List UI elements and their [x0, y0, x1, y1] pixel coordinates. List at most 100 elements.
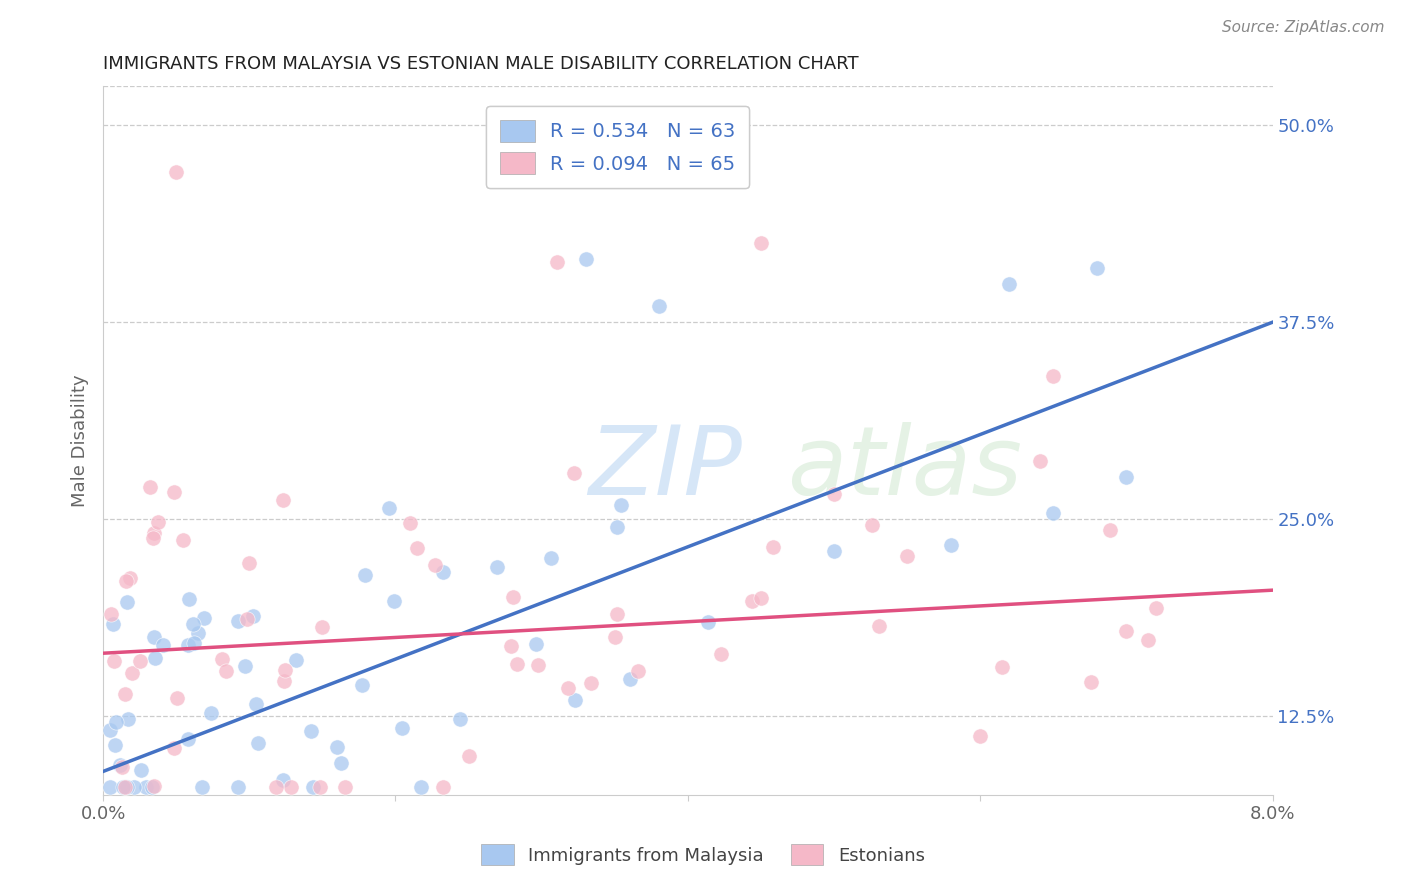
Point: [326, 740, 349, 755]
Point: [245, 697, 267, 711]
Point: [247, 736, 270, 750]
Point: [610, 498, 633, 512]
Point: [200, 706, 222, 720]
Point: [143, 651, 166, 665]
Point: [574, 252, 596, 267]
Point: [409, 780, 432, 794]
Point: [603, 630, 626, 644]
Point: [749, 591, 772, 606]
Point: [501, 639, 523, 653]
Point: [696, 615, 718, 629]
Point: [398, 516, 420, 531]
Point: [233, 659, 256, 673]
Point: [211, 652, 233, 666]
Point: [1115, 470, 1137, 484]
Point: [264, 780, 287, 794]
Point: [330, 756, 353, 771]
Point: [432, 780, 454, 794]
Point: [1042, 506, 1064, 520]
Point: [557, 681, 579, 695]
Point: [138, 479, 160, 493]
Point: [142, 531, 165, 545]
Point: [606, 607, 628, 621]
Point: [242, 609, 264, 624]
Point: [564, 693, 586, 707]
Point: [1042, 368, 1064, 383]
Point: [749, 236, 772, 251]
Point: [172, 533, 194, 548]
Point: [163, 484, 186, 499]
Point: [647, 300, 669, 314]
Point: [117, 780, 139, 794]
Point: [485, 559, 508, 574]
Point: [100, 723, 122, 737]
Point: [741, 593, 763, 607]
Y-axis label: Male Disability: Male Disability: [72, 374, 89, 507]
Point: [100, 607, 122, 621]
Point: [710, 648, 733, 662]
Point: [502, 590, 524, 604]
Point: [179, 591, 201, 606]
Point: [406, 541, 429, 555]
Point: [121, 666, 143, 681]
Point: [896, 549, 918, 563]
Point: [142, 525, 165, 540]
Point: [823, 544, 845, 558]
Point: [103, 617, 125, 632]
Text: Source: ZipAtlas.com: Source: ZipAtlas.com: [1222, 20, 1385, 35]
Point: [627, 665, 650, 679]
Point: [378, 500, 401, 515]
Point: [146, 515, 169, 529]
Point: [117, 712, 139, 726]
Point: [135, 780, 157, 794]
Point: [860, 517, 883, 532]
Point: [142, 630, 165, 644]
Point: [354, 567, 377, 582]
Point: [129, 654, 152, 668]
Point: [1080, 674, 1102, 689]
Point: [165, 165, 187, 179]
Point: [236, 612, 259, 626]
Point: [100, 780, 122, 794]
Point: [228, 615, 250, 629]
Point: [391, 721, 413, 735]
Point: [177, 638, 200, 652]
Point: [274, 663, 297, 677]
Legend: R = 0.534   N = 63, R = 0.094   N = 65: R = 0.534 N = 63, R = 0.094 N = 65: [486, 106, 749, 188]
Point: [619, 672, 641, 686]
Point: [122, 780, 145, 794]
Point: [546, 255, 568, 269]
Point: [110, 758, 132, 772]
Point: [152, 638, 174, 652]
Point: [104, 738, 127, 752]
Point: [177, 731, 200, 746]
Text: IMMIGRANTS FROM MALAYSIA VS ESTONIAN MALE DISABILITY CORRELATION CHART: IMMIGRANTS FROM MALAYSIA VS ESTONIAN MAL…: [103, 55, 859, 73]
Point: [1028, 453, 1050, 467]
Point: [271, 492, 294, 507]
Point: [285, 652, 308, 666]
Point: [1115, 624, 1137, 638]
Point: [129, 763, 152, 777]
Point: [142, 779, 165, 793]
Point: [238, 556, 260, 570]
Point: [449, 712, 471, 726]
Point: [191, 780, 214, 794]
Point: [271, 772, 294, 787]
Point: [562, 466, 585, 480]
Point: [425, 558, 447, 572]
Point: [309, 780, 332, 794]
Point: [228, 780, 250, 794]
Point: [540, 550, 562, 565]
Point: [302, 780, 325, 794]
Point: [762, 540, 785, 554]
Point: [998, 277, 1021, 291]
Point: [939, 538, 962, 552]
Point: [1136, 632, 1159, 647]
Point: [118, 570, 141, 584]
Point: [823, 487, 845, 501]
Point: [969, 729, 991, 743]
Point: [193, 611, 215, 625]
Point: [1098, 523, 1121, 537]
Point: [183, 617, 205, 632]
Point: [991, 659, 1014, 673]
